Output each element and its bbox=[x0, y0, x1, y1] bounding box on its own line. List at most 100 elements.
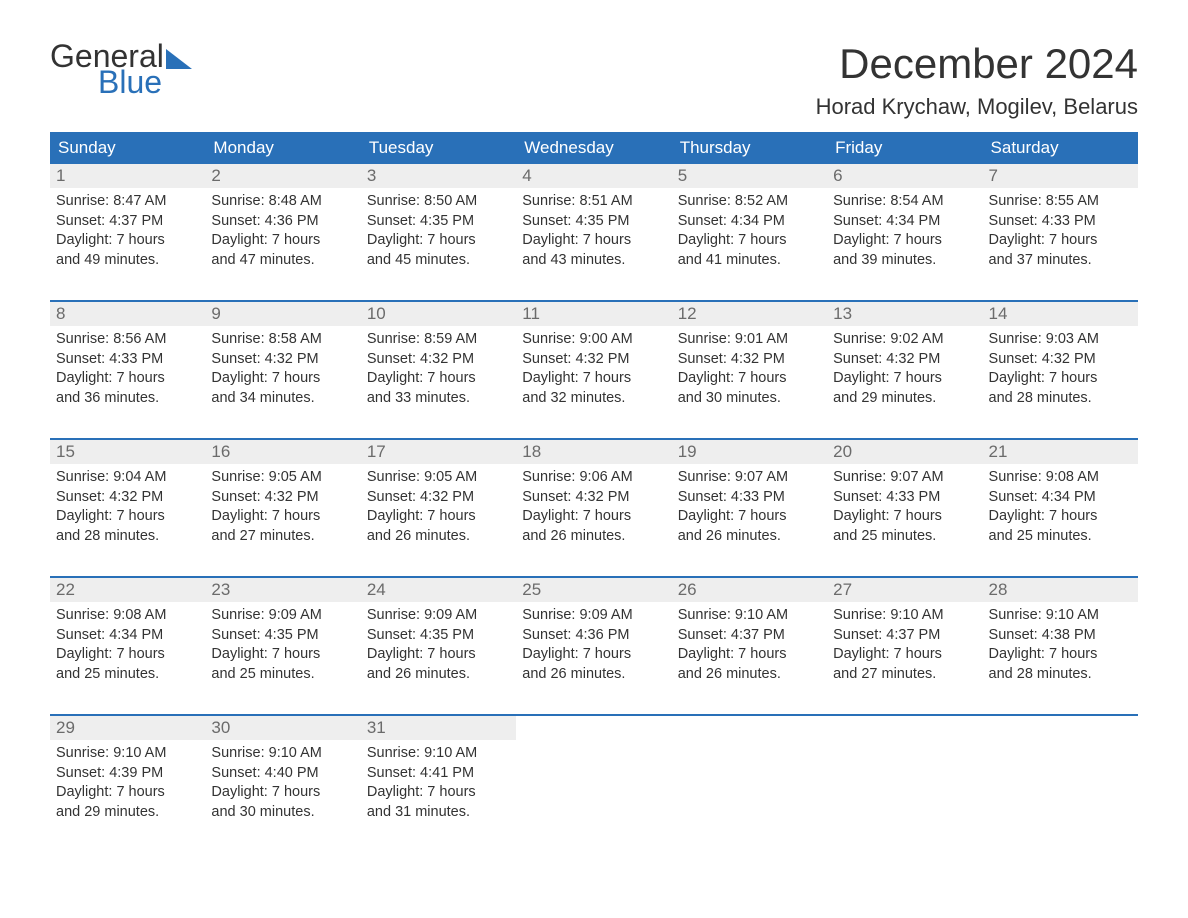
daylight-text-1: Daylight: 7 hours bbox=[211, 783, 354, 803]
day-number: 3 bbox=[361, 164, 516, 188]
daylight-text-1: Daylight: 7 hours bbox=[678, 507, 821, 527]
daylight-text-1: Daylight: 7 hours bbox=[211, 507, 354, 527]
day-number: 12 bbox=[672, 302, 827, 326]
sunrise-text: Sunrise: 9:05 AM bbox=[211, 468, 354, 488]
day-body: Sunrise: 9:05 AMSunset: 4:32 PMDaylight:… bbox=[205, 464, 360, 554]
sunset-text: Sunset: 4:40 PM bbox=[211, 764, 354, 784]
day-number: 23 bbox=[205, 578, 360, 602]
daylight-text-1: Daylight: 7 hours bbox=[522, 231, 665, 251]
sunset-text: Sunset: 4:36 PM bbox=[522, 626, 665, 646]
day-number: 25 bbox=[516, 578, 671, 602]
day-number: 8 bbox=[50, 302, 205, 326]
day-body: Sunrise: 9:09 AMSunset: 4:35 PMDaylight:… bbox=[361, 602, 516, 692]
sunset-text: Sunset: 4:32 PM bbox=[678, 350, 821, 370]
day-number: 20 bbox=[827, 440, 982, 464]
sunset-text: Sunset: 4:32 PM bbox=[211, 350, 354, 370]
day-body: Sunrise: 9:09 AMSunset: 4:35 PMDaylight:… bbox=[205, 602, 360, 692]
day-body: Sunrise: 9:02 AMSunset: 4:32 PMDaylight:… bbox=[827, 326, 982, 416]
page-header: General Blue December 2024 Horad Krychaw… bbox=[50, 40, 1138, 120]
month-title: December 2024 bbox=[816, 40, 1138, 88]
daylight-text-2: and 25 minutes. bbox=[989, 527, 1132, 547]
sunset-text: Sunset: 4:32 PM bbox=[367, 488, 510, 508]
daylight-text-2: and 25 minutes. bbox=[211, 665, 354, 685]
daylight-text-2: and 27 minutes. bbox=[211, 527, 354, 547]
calendar-day-cell: 27Sunrise: 9:10 AMSunset: 4:37 PMDayligh… bbox=[827, 578, 982, 700]
daylight-text-2: and 41 minutes. bbox=[678, 251, 821, 271]
sunrise-text: Sunrise: 9:10 AM bbox=[833, 606, 976, 626]
day-number: 10 bbox=[361, 302, 516, 326]
sunset-text: Sunset: 4:33 PM bbox=[678, 488, 821, 508]
day-number: 1 bbox=[50, 164, 205, 188]
day-number: 24 bbox=[361, 578, 516, 602]
daylight-text-1: Daylight: 7 hours bbox=[211, 369, 354, 389]
daylight-text-1: Daylight: 7 hours bbox=[989, 369, 1132, 389]
daylight-text-2: and 34 minutes. bbox=[211, 389, 354, 409]
calendar-week: 1Sunrise: 8:47 AMSunset: 4:37 PMDaylight… bbox=[50, 164, 1138, 286]
calendar-day-cell: 3Sunrise: 8:50 AMSunset: 4:35 PMDaylight… bbox=[361, 164, 516, 286]
sunset-text: Sunset: 4:34 PM bbox=[833, 212, 976, 232]
day-body: Sunrise: 9:10 AMSunset: 4:37 PMDaylight:… bbox=[672, 602, 827, 692]
calendar-week: 8Sunrise: 8:56 AMSunset: 4:33 PMDaylight… bbox=[50, 300, 1138, 424]
calendar-day-cell: 11Sunrise: 9:00 AMSunset: 4:32 PMDayligh… bbox=[516, 302, 671, 424]
sunrise-text: Sunrise: 9:07 AM bbox=[678, 468, 821, 488]
daylight-text-2: and 26 minutes. bbox=[522, 665, 665, 685]
day-number: 9 bbox=[205, 302, 360, 326]
calendar-day-cell: 21Sunrise: 9:08 AMSunset: 4:34 PMDayligh… bbox=[983, 440, 1138, 562]
sunrise-text: Sunrise: 9:06 AM bbox=[522, 468, 665, 488]
day-body: Sunrise: 8:58 AMSunset: 4:32 PMDaylight:… bbox=[205, 326, 360, 416]
day-body: Sunrise: 9:10 AMSunset: 4:41 PMDaylight:… bbox=[361, 740, 516, 830]
daylight-text-2: and 31 minutes. bbox=[367, 803, 510, 823]
sunrise-text: Sunrise: 8:55 AM bbox=[989, 192, 1132, 212]
daylight-text-2: and 25 minutes. bbox=[56, 665, 199, 685]
daylight-text-2: and 33 minutes. bbox=[367, 389, 510, 409]
calendar-day-cell: 1Sunrise: 8:47 AMSunset: 4:37 PMDaylight… bbox=[50, 164, 205, 286]
sunrise-text: Sunrise: 9:10 AM bbox=[367, 744, 510, 764]
calendar-day-cell: 12Sunrise: 9:01 AMSunset: 4:32 PMDayligh… bbox=[672, 302, 827, 424]
calendar-day-cell: 2Sunrise: 8:48 AMSunset: 4:36 PMDaylight… bbox=[205, 164, 360, 286]
sunset-text: Sunset: 4:32 PM bbox=[56, 488, 199, 508]
day-number: 7 bbox=[983, 164, 1138, 188]
calendar-day-cell: 5Sunrise: 8:52 AMSunset: 4:34 PMDaylight… bbox=[672, 164, 827, 286]
sunrise-text: Sunrise: 8:48 AM bbox=[211, 192, 354, 212]
daylight-text-1: Daylight: 7 hours bbox=[989, 231, 1132, 251]
calendar-day-cell: 22Sunrise: 9:08 AMSunset: 4:34 PMDayligh… bbox=[50, 578, 205, 700]
day-number: 26 bbox=[672, 578, 827, 602]
sunrise-text: Sunrise: 9:08 AM bbox=[56, 606, 199, 626]
calendar-day-cell: . bbox=[672, 716, 827, 838]
day-body: Sunrise: 9:07 AMSunset: 4:33 PMDaylight:… bbox=[672, 464, 827, 554]
daylight-text-1: Daylight: 7 hours bbox=[367, 369, 510, 389]
daylight-text-2: and 39 minutes. bbox=[833, 251, 976, 271]
day-body: Sunrise: 9:10 AMSunset: 4:37 PMDaylight:… bbox=[827, 602, 982, 692]
calendar-week: 15Sunrise: 9:04 AMSunset: 4:32 PMDayligh… bbox=[50, 438, 1138, 562]
calendar-day-cell: 7Sunrise: 8:55 AMSunset: 4:33 PMDaylight… bbox=[983, 164, 1138, 286]
day-header-saturday: Saturday bbox=[983, 132, 1138, 164]
day-body: Sunrise: 8:48 AMSunset: 4:36 PMDaylight:… bbox=[205, 188, 360, 278]
sunrise-text: Sunrise: 8:54 AM bbox=[833, 192, 976, 212]
daylight-text-1: Daylight: 7 hours bbox=[211, 231, 354, 251]
day-body: Sunrise: 8:52 AMSunset: 4:34 PMDaylight:… bbox=[672, 188, 827, 278]
day-body: Sunrise: 8:50 AMSunset: 4:35 PMDaylight:… bbox=[361, 188, 516, 278]
day-header-sunday: Sunday bbox=[50, 132, 205, 164]
sunset-text: Sunset: 4:34 PM bbox=[678, 212, 821, 232]
day-number: 17 bbox=[361, 440, 516, 464]
logo-text-blue: Blue bbox=[98, 66, 192, 98]
daylight-text-2: and 29 minutes. bbox=[833, 389, 976, 409]
day-number: 11 bbox=[516, 302, 671, 326]
sunset-text: Sunset: 4:41 PM bbox=[367, 764, 510, 784]
sunrise-text: Sunrise: 9:05 AM bbox=[367, 468, 510, 488]
calendar-day-cell: 16Sunrise: 9:05 AMSunset: 4:32 PMDayligh… bbox=[205, 440, 360, 562]
calendar-day-cell: 28Sunrise: 9:10 AMSunset: 4:38 PMDayligh… bbox=[983, 578, 1138, 700]
daylight-text-1: Daylight: 7 hours bbox=[678, 369, 821, 389]
day-body: Sunrise: 9:10 AMSunset: 4:38 PMDaylight:… bbox=[983, 602, 1138, 692]
sunrise-text: Sunrise: 9:04 AM bbox=[56, 468, 199, 488]
daylight-text-1: Daylight: 7 hours bbox=[522, 507, 665, 527]
calendar-day-cell: 17Sunrise: 9:05 AMSunset: 4:32 PMDayligh… bbox=[361, 440, 516, 562]
day-number: 27 bbox=[827, 578, 982, 602]
daylight-text-1: Daylight: 7 hours bbox=[367, 783, 510, 803]
sunrise-text: Sunrise: 8:59 AM bbox=[367, 330, 510, 350]
day-number: 14 bbox=[983, 302, 1138, 326]
sunrise-text: Sunrise: 8:50 AM bbox=[367, 192, 510, 212]
sunset-text: Sunset: 4:37 PM bbox=[56, 212, 199, 232]
day-body: Sunrise: 8:51 AMSunset: 4:35 PMDaylight:… bbox=[516, 188, 671, 278]
sunrise-text: Sunrise: 9:09 AM bbox=[211, 606, 354, 626]
